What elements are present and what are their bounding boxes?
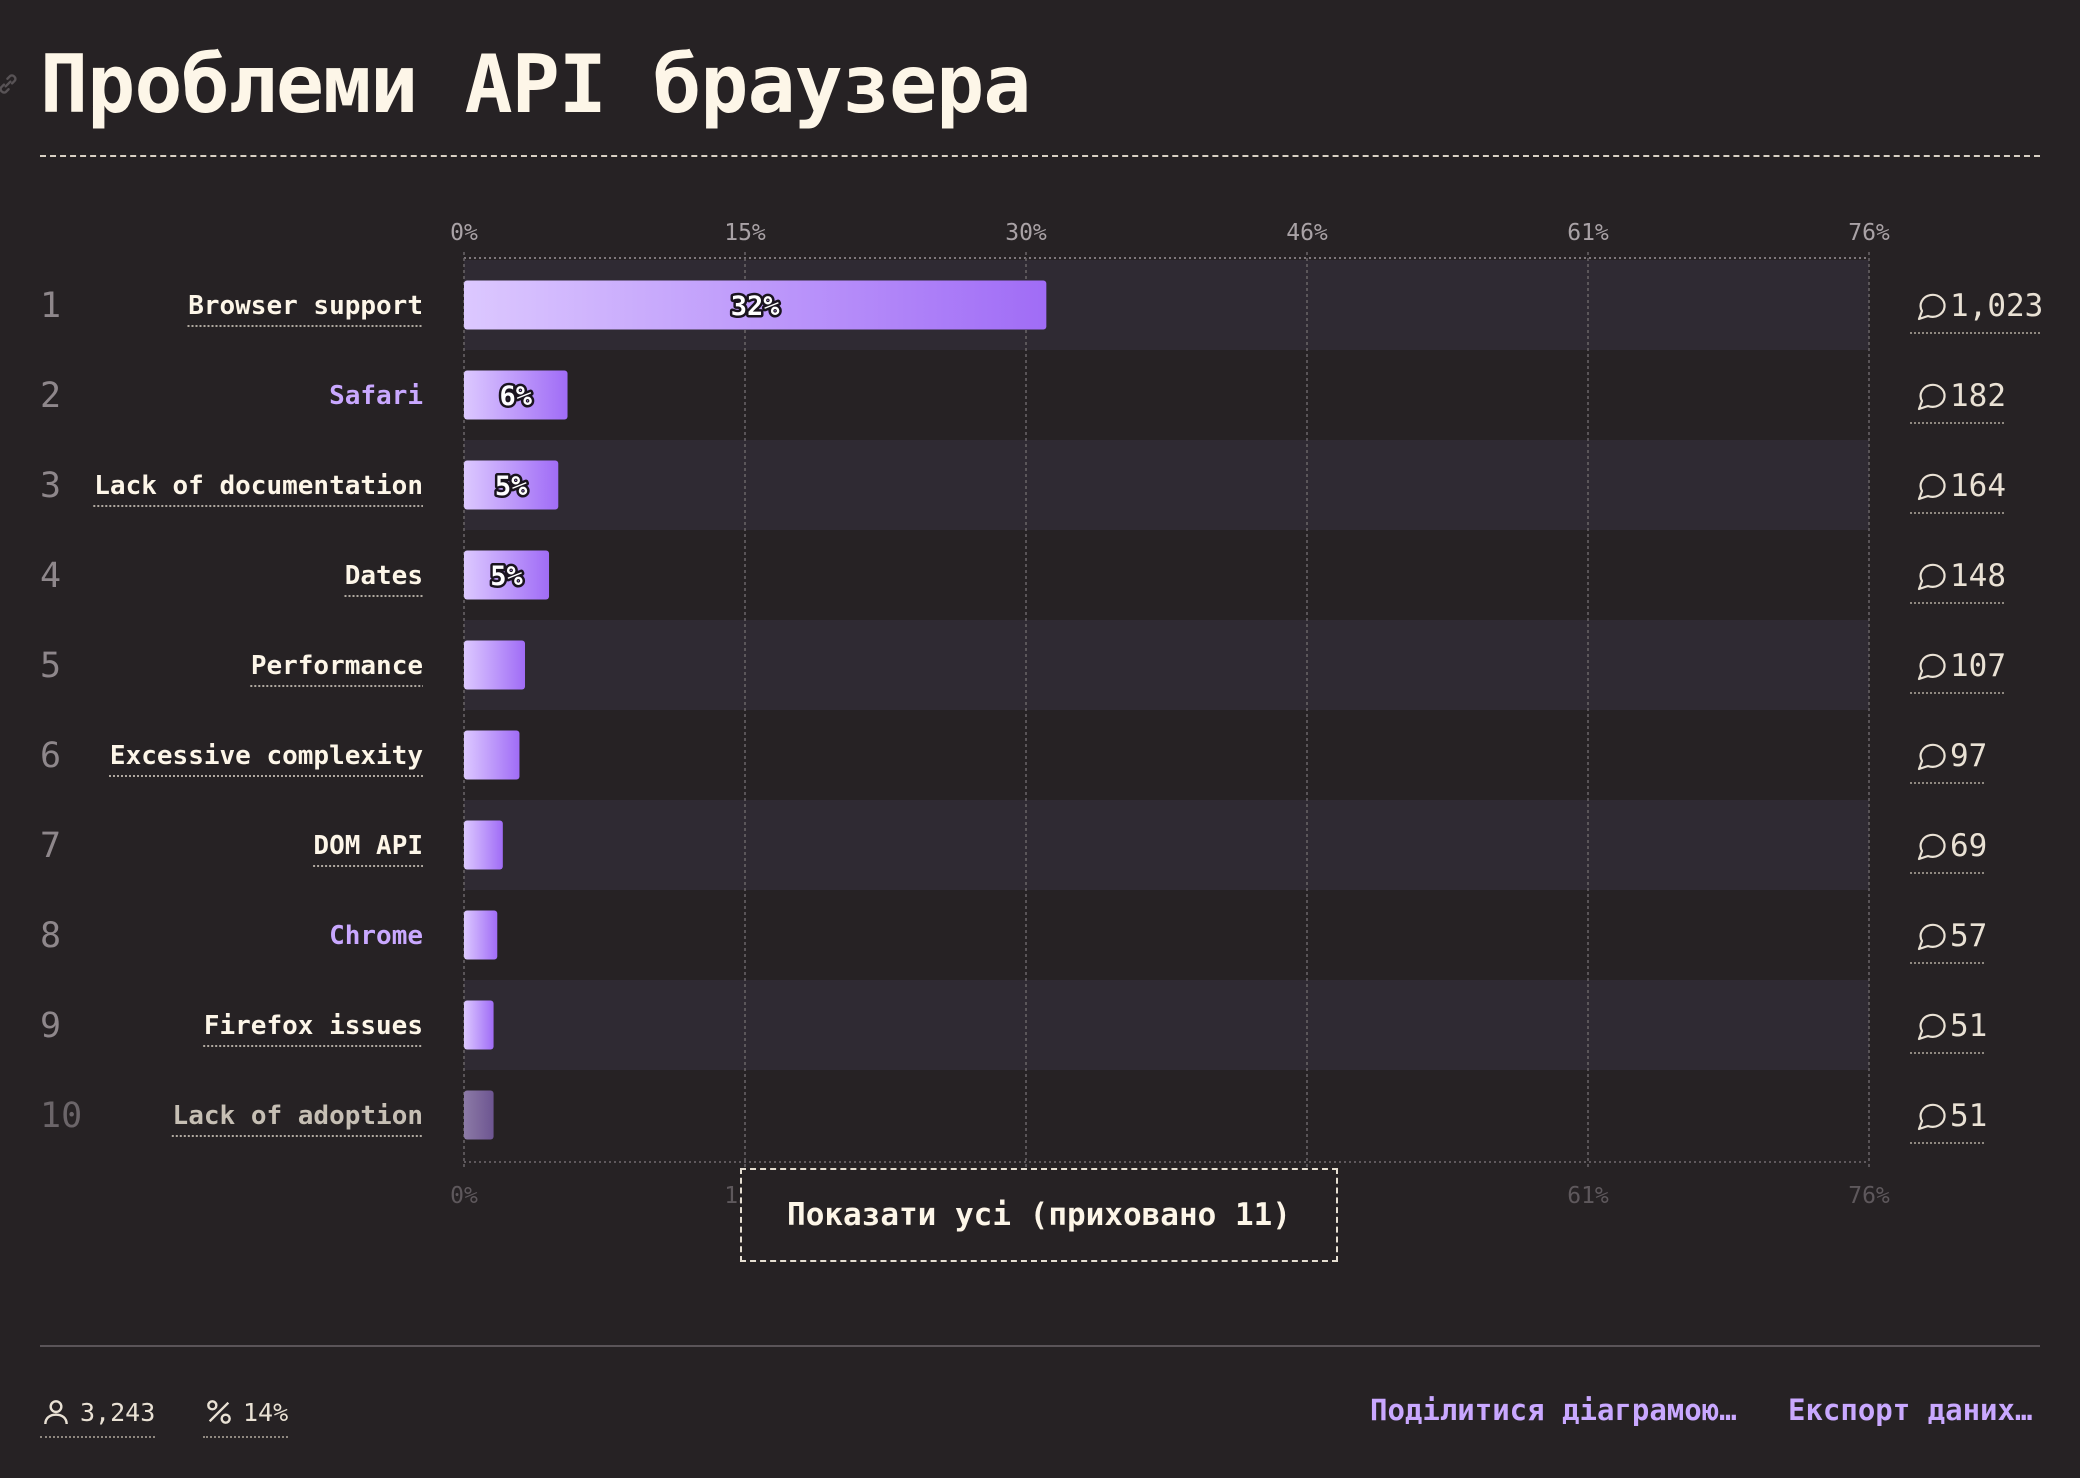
comment-count: 57: [1950, 918, 1987, 954]
bar: [464, 370, 568, 420]
bar: [464, 460, 559, 510]
bar: [464, 1090, 494, 1140]
comment-count: 97: [1950, 738, 1987, 774]
rank-number: 7: [40, 826, 61, 866]
comment-count: 164: [1950, 468, 2006, 504]
bar: [464, 1000, 494, 1050]
bar: [464, 820, 503, 870]
comment-count: 1,023: [1950, 288, 2043, 324]
comment-icon: [1917, 833, 1946, 861]
page-title: Проблеми API браузера: [40, 38, 1031, 131]
footer-divider: [40, 1345, 2040, 1347]
rank-number: 6: [40, 736, 61, 776]
x-tick-label-top: 46%: [1286, 220, 1328, 246]
rank-number: 1: [40, 286, 61, 326]
comment-icon: [1917, 293, 1946, 321]
rank-number: 4: [40, 556, 61, 596]
x-tick-label-top: 76%: [1848, 220, 1890, 246]
comment-icon: [1917, 473, 1946, 501]
row-stripe: [464, 620, 1869, 710]
x-tick-label-bottom: 0%: [450, 1183, 478, 1209]
rank-number: 10: [40, 1096, 82, 1136]
show-all-button[interactable]: Показати усі (приховано 11): [740, 1168, 1338, 1262]
x-tick-label-top: 61%: [1567, 220, 1609, 246]
row-stripe: [464, 440, 1869, 530]
category-label: Lack of adoption: [173, 1101, 423, 1131]
comment-count: 107: [1950, 648, 2006, 684]
comment-count: 51: [1950, 1098, 1987, 1134]
category-label: Safari: [329, 381, 423, 411]
x-tick-label-top: 30%: [1005, 220, 1047, 246]
share-chart-link[interactable]: Поділитися діаграмою…: [1370, 1393, 1737, 1427]
comment-icon: [1917, 383, 1946, 411]
comment-count: 51: [1950, 1008, 1987, 1044]
bar-value-label: 32%: [731, 291, 781, 322]
category-label: Browser support: [188, 291, 423, 321]
category-label: Performance: [251, 651, 423, 681]
x-tick-label-bottom: 61%: [1567, 1183, 1609, 1209]
export-data-link[interactable]: Експорт даних…: [1788, 1393, 2033, 1427]
category-label: Lack of documentation: [94, 471, 423, 501]
x-tick-label-bottom: 76%: [1848, 1183, 1890, 1209]
rank-number: 5: [40, 646, 61, 686]
link-icon[interactable]: [0, 70, 22, 98]
bar: [464, 550, 550, 600]
x-tick-label-top: 0%: [450, 220, 478, 246]
row-stripe: [464, 980, 1869, 1070]
bar: [464, 910, 498, 960]
category-label: Firefox issues: [204, 1011, 423, 1041]
category-label: Excessive complexity: [110, 741, 423, 771]
percent-value: 14%: [243, 1397, 289, 1427]
user-icon: [44, 1400, 68, 1425]
percent-stat[interactable]: 14%: [203, 1390, 289, 1438]
comment-icon: [1917, 1103, 1946, 1131]
bar-value-label: 5%: [490, 561, 523, 592]
title-divider: [40, 155, 2040, 157]
comment-count: 69: [1950, 828, 1987, 864]
comment-icon: [1917, 743, 1946, 771]
rank-number: 3: [40, 466, 61, 506]
rank-number: 8: [40, 916, 61, 956]
comment-icon: [1917, 563, 1946, 591]
category-label: DOM API: [313, 831, 423, 861]
respondents-stat[interactable]: 3,243: [40, 1390, 156, 1438]
comment-count: 182: [1950, 378, 2006, 414]
rank-number: 2: [40, 376, 61, 416]
bar: [464, 640, 526, 690]
comment-icon: [1917, 653, 1946, 681]
bar-value-label: 5%: [495, 471, 528, 502]
category-label: Chrome: [329, 921, 423, 951]
comment-icon: [1917, 1013, 1946, 1041]
comment-count: 148: [1950, 558, 2006, 594]
comment-icon: [1917, 923, 1946, 951]
bar: [464, 730, 520, 780]
respondents-count: 3,243: [80, 1397, 156, 1427]
rank-number: 9: [40, 1006, 61, 1046]
row-stripe: [464, 800, 1869, 890]
bar: [464, 280, 1047, 330]
x-tick-label-top: 15%: [724, 220, 766, 246]
category-label: Dates: [345, 561, 423, 591]
percent-icon: [207, 1400, 231, 1424]
bar-value-label: 6%: [500, 381, 533, 412]
